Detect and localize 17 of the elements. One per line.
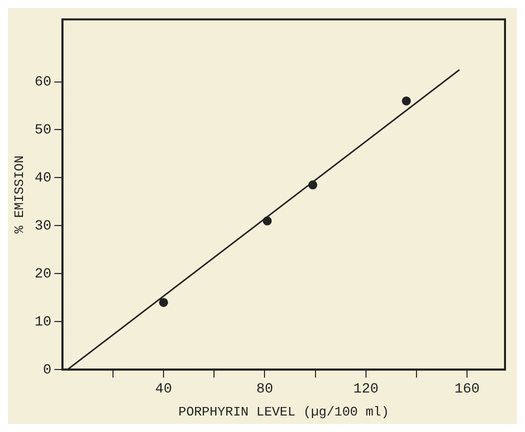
y-tick-label: 0 <box>42 362 52 378</box>
y-axis-title: % EMISSION <box>12 155 28 234</box>
y-tick-label: 50 <box>34 122 52 138</box>
y-tick-label: 10 <box>34 314 52 330</box>
x-tick-label: 40 <box>155 382 172 398</box>
point <box>159 298 168 307</box>
y-tick-label: 20 <box>34 266 52 282</box>
y-tick-label: 30 <box>34 218 52 234</box>
x-tick-label: 160 <box>454 382 480 398</box>
x-tick-label: 80 <box>256 382 274 398</box>
point <box>308 180 318 190</box>
point <box>262 216 272 226</box>
point <box>402 96 411 106</box>
x-axis-title: PORPHYRIN LEVEL (µg/100 ml) <box>178 404 390 420</box>
y-tick-label: 40 <box>34 170 52 186</box>
y-tick-label: 60 <box>34 74 52 90</box>
x-tick-label: 120 <box>353 382 379 398</box>
